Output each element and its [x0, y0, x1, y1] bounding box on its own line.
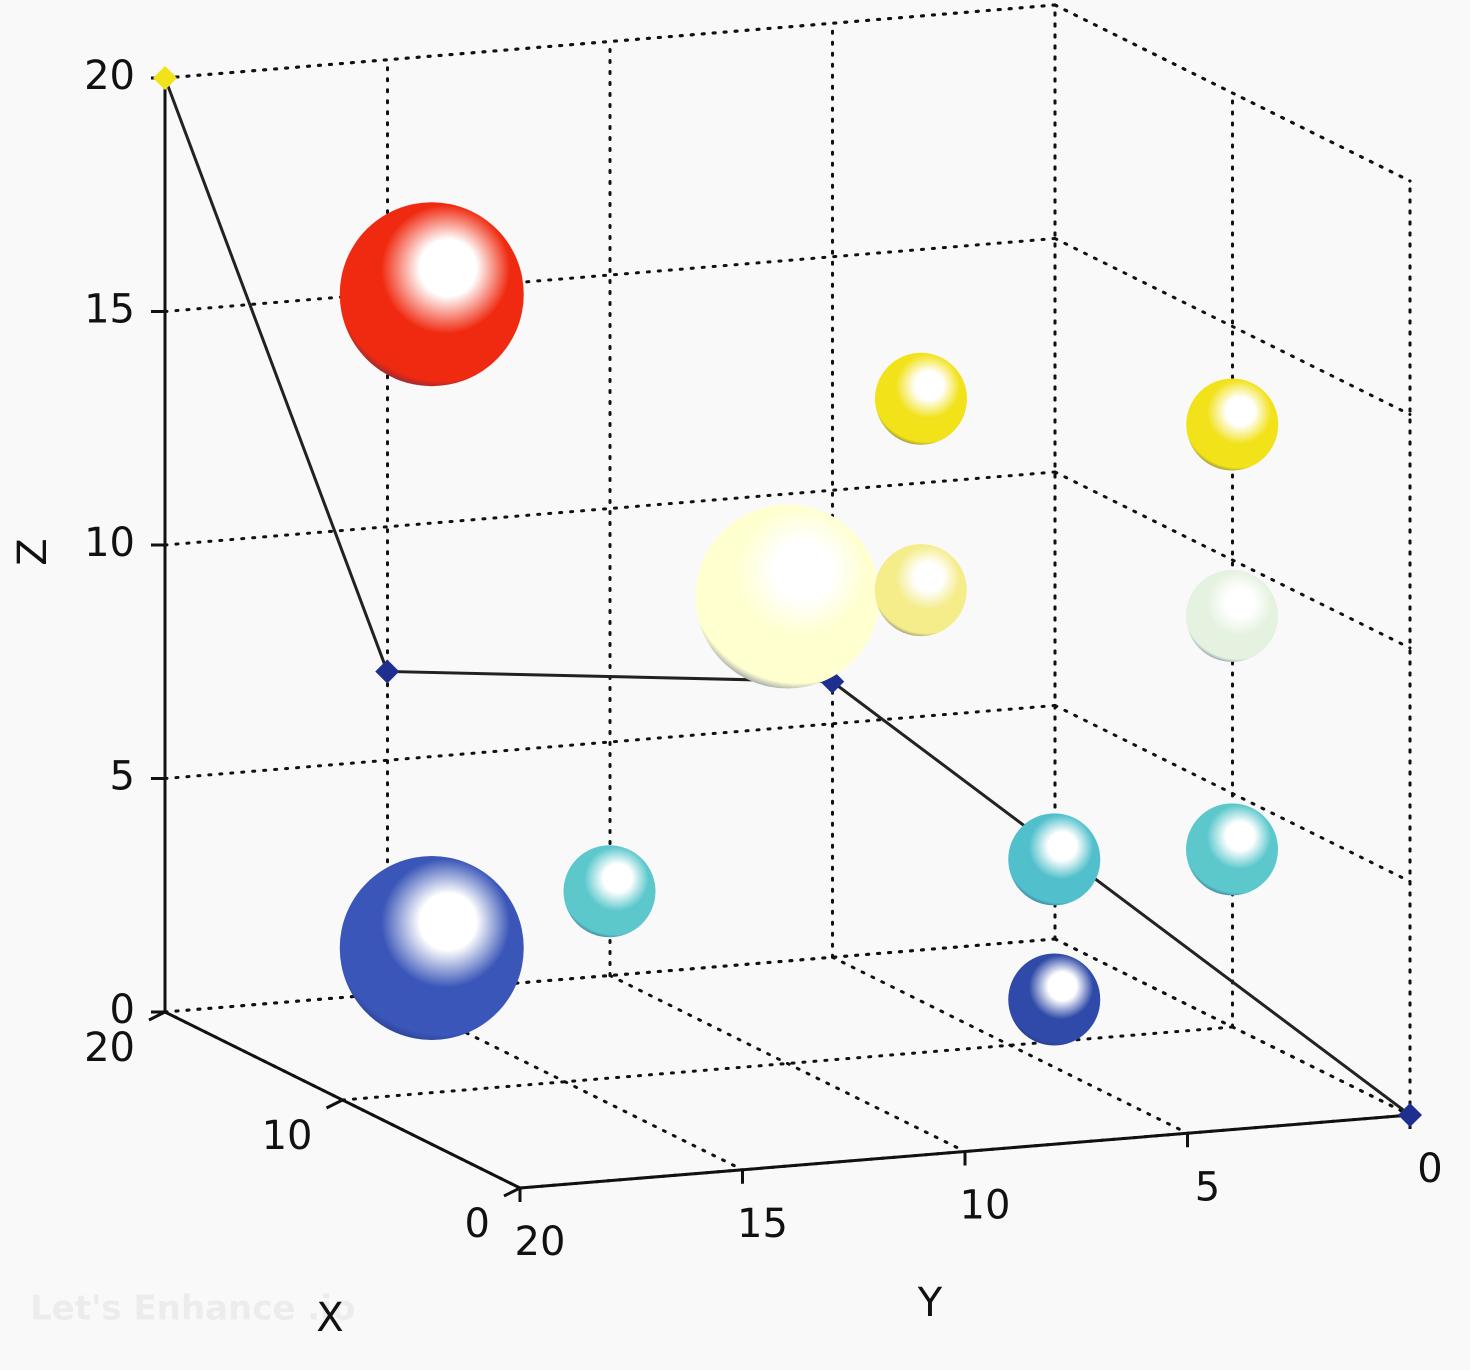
path-vertex [153, 66, 177, 90]
y-tick-label: 10 [960, 1183, 1011, 1229]
y-tick-label: 5 [1195, 1164, 1220, 1210]
sphere [1186, 378, 1279, 471]
x-axis-label: X [316, 1295, 343, 1341]
sphere [339, 202, 524, 387]
sphere [1008, 813, 1101, 906]
z-tick-label: 10 [84, 520, 135, 566]
z-tick-label: 0 [110, 987, 135, 1033]
sphere [695, 504, 880, 689]
sphere [1186, 803, 1278, 896]
z-axis-label: Z [10, 538, 56, 565]
path-vertex [375, 659, 400, 684]
y-tick-label: 0 [1417, 1146, 1442, 1192]
sphere [875, 352, 967, 445]
x-tick-label: 0 [465, 1201, 490, 1247]
y-tick-label: 15 [737, 1201, 788, 1247]
sphere [1186, 569, 1278, 662]
x-tick [503, 1186, 521, 1198]
z-tick-label: 5 [110, 754, 135, 800]
y-tick-label: 20 [515, 1219, 566, 1265]
sphere [1008, 953, 1101, 1046]
grid-line [163, 3, 1057, 80]
x-tick [148, 1010, 166, 1022]
x-tick-label: 10 [262, 1113, 313, 1159]
z-tick-label: 15 [84, 287, 135, 333]
x-tick [325, 1098, 344, 1110]
sphere [874, 544, 967, 637]
grid-line [1053, 470, 1412, 650]
x-tick-label: 20 [84, 1025, 135, 1071]
grid-line [608, 974, 967, 1153]
sphere [563, 845, 656, 938]
watermark: Let's Enhance .io [30, 1289, 355, 1329]
z-tick-label: 20 [84, 53, 135, 99]
sphere [339, 856, 524, 1040]
grid-line [1053, 237, 1412, 416]
y-axis-label: Y [917, 1280, 943, 1326]
path-line [163, 77, 1411, 1117]
path-vertex [1398, 1103, 1422, 1127]
grid-line [1053, 3, 1412, 183]
